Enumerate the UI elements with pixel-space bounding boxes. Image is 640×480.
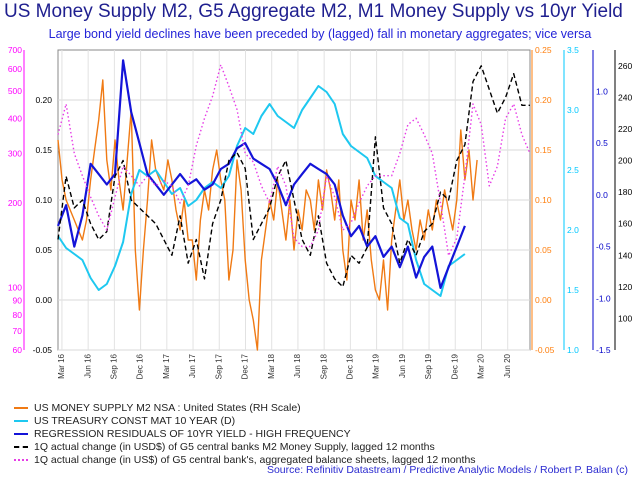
right-navy-tick-label: 0.0 — [596, 190, 608, 200]
legend-swatch — [14, 459, 28, 461]
chart-subtitle: Large bond yield declines have been prec… — [48, 27, 592, 41]
x-tick-label: Mar 18 — [267, 353, 276, 378]
left-black-tick-label: 0.00 — [35, 295, 52, 305]
right-black-tick-label: 260 — [618, 61, 632, 71]
x-tick-label: Sep 19 — [424, 353, 433, 379]
legend-item-10yr: US TREASURY CONST MAT 10 YEAR (D) — [14, 415, 235, 427]
left-black-tick-label: 0.20 — [35, 95, 52, 105]
x-tick-label: Dec 18 — [345, 353, 354, 379]
right-cyan-tick-label: 1.0 — [567, 345, 579, 355]
x-tick-label: Jun 20 — [503, 353, 512, 378]
right-orange-tick-label: 0.15 — [535, 145, 552, 155]
x-tick-label: Sep 18 — [319, 353, 328, 379]
right-black-tick-label: 160 — [618, 219, 632, 229]
right-black-tick-label: 200 — [618, 156, 632, 166]
legend-label: US TREASURY CONST MAT 10 YEAR (D) — [34, 415, 236, 427]
x-tick-label: Mar 17 — [162, 353, 171, 378]
left-magenta-tick-label: 100 — [8, 283, 22, 293]
right-black-tick-label: 120 — [618, 282, 632, 292]
x-tick-label: Dec 19 — [450, 353, 459, 379]
left-magenta-tick-label: 80 — [13, 310, 23, 320]
right-black-tick-label: 140 — [618, 250, 632, 260]
series-m2-orange — [57, 79, 478, 351]
legend-label: 1Q actual change (in US$) of G5 central … — [34, 454, 476, 466]
series-10yr-cyan — [57, 85, 466, 297]
source-note: Source: Refinitiv Datastream / Predictiv… — [266, 464, 628, 476]
x-tick-label: Sep 17 — [214, 353, 223, 379]
legend-swatch — [14, 407, 28, 409]
x-tick-label: Dec 17 — [241, 353, 250, 379]
legend-swatch — [14, 446, 28, 448]
right-navy-tick-label: 0.5 — [596, 138, 608, 148]
left-magenta-tick-label: 400 — [8, 113, 22, 123]
right-navy-tick-label: -0.5 — [596, 242, 611, 252]
x-tick-label: Jun 19 — [398, 353, 407, 378]
legend-label: 1Q actual change (in USD$) of G5 central… — [34, 441, 435, 453]
right-navy-tick-label: 1.0 — [596, 86, 608, 96]
left-magenta-tick-label: 300 — [8, 148, 22, 158]
left-magenta-tick-label: 60 — [13, 345, 23, 355]
right-black-tick-label: 220 — [618, 124, 632, 134]
right-cyan-tick-label: 2.0 — [567, 225, 579, 235]
legend-label: REGRESSION RESIDUALS OF 10YR YIELD - HIG… — [34, 428, 351, 440]
right-orange-tick-label: 0.00 — [535, 295, 552, 305]
right-cyan-tick-label: 3.5 — [567, 45, 579, 55]
left-black-tick-label: 0.15 — [35, 145, 52, 155]
right-orange-tick-label: 0.10 — [535, 195, 552, 205]
right-cyan-tick-label: 3.0 — [567, 105, 579, 115]
x-tick-label: Mar 19 — [372, 353, 381, 378]
legend-label: US MONEY SUPPLY M2 NSA : United States (… — [34, 402, 301, 414]
x-tick-label: Sep 16 — [109, 353, 118, 379]
left-magenta-tick-label: 500 — [8, 86, 22, 96]
left-magenta-tick-label: 700 — [8, 45, 22, 55]
left-black-tick-label: -0.05 — [33, 345, 53, 355]
series-residuals-navy — [56, 59, 466, 289]
right-navy-tick-label: -1.5 — [596, 345, 611, 355]
x-tick-label: Jun 17 — [188, 353, 197, 378]
legend-item-g5-m2: 1Q actual change (in USD$) of G5 central… — [14, 441, 435, 453]
right-orange-tick-label: 0.25 — [535, 45, 552, 55]
x-tick-label: Jun 16 — [83, 353, 92, 378]
right-orange-tick-label: 0.05 — [535, 245, 552, 255]
right-navy-tick-label: -1.0 — [596, 293, 611, 303]
legend-item-residuals: REGRESSION RESIDUALS OF 10YR YIELD - HIG… — [14, 428, 351, 440]
legend-item-m2: US MONEY SUPPLY M2 NSA : United States (… — [14, 402, 301, 414]
left-magenta-tick-label: 90 — [13, 295, 23, 305]
series-g5-balance-dotted — [57, 64, 531, 257]
x-tick-label: Jun 18 — [293, 353, 302, 378]
legend-swatch — [14, 433, 28, 435]
left-black-tick-label: 0.10 — [35, 195, 52, 205]
left-black-tick-label: 0.05 — [35, 245, 52, 255]
legend-item-g5-balance: 1Q actual change (in US$) of G5 central … — [14, 454, 476, 466]
right-cyan-tick-label: 1.5 — [567, 285, 579, 295]
right-orange-tick-label: -0.05 — [535, 345, 555, 355]
left-magenta-tick-label: 200 — [8, 198, 22, 208]
chart-title: US Money Supply M2, G5 Aggregate M2, M1 … — [4, 1, 623, 22]
right-black-tick-label: 180 — [618, 187, 632, 197]
right-black-tick-label: 100 — [618, 313, 632, 323]
right-cyan-tick-label: 2.5 — [567, 165, 579, 175]
right-orange-tick-label: 0.20 — [535, 95, 552, 105]
x-tick-label: Dec 16 — [136, 353, 145, 379]
right-black-tick-label: 240 — [618, 92, 632, 102]
x-tick-label: Mar 20 — [477, 353, 486, 378]
x-tick-label: Mar 16 — [57, 353, 66, 378]
left-magenta-tick-label: 600 — [8, 64, 22, 74]
series-g5-m2-dashed — [57, 65, 530, 288]
left-magenta-tick-label: 70 — [13, 326, 23, 336]
legend-swatch — [14, 420, 28, 422]
